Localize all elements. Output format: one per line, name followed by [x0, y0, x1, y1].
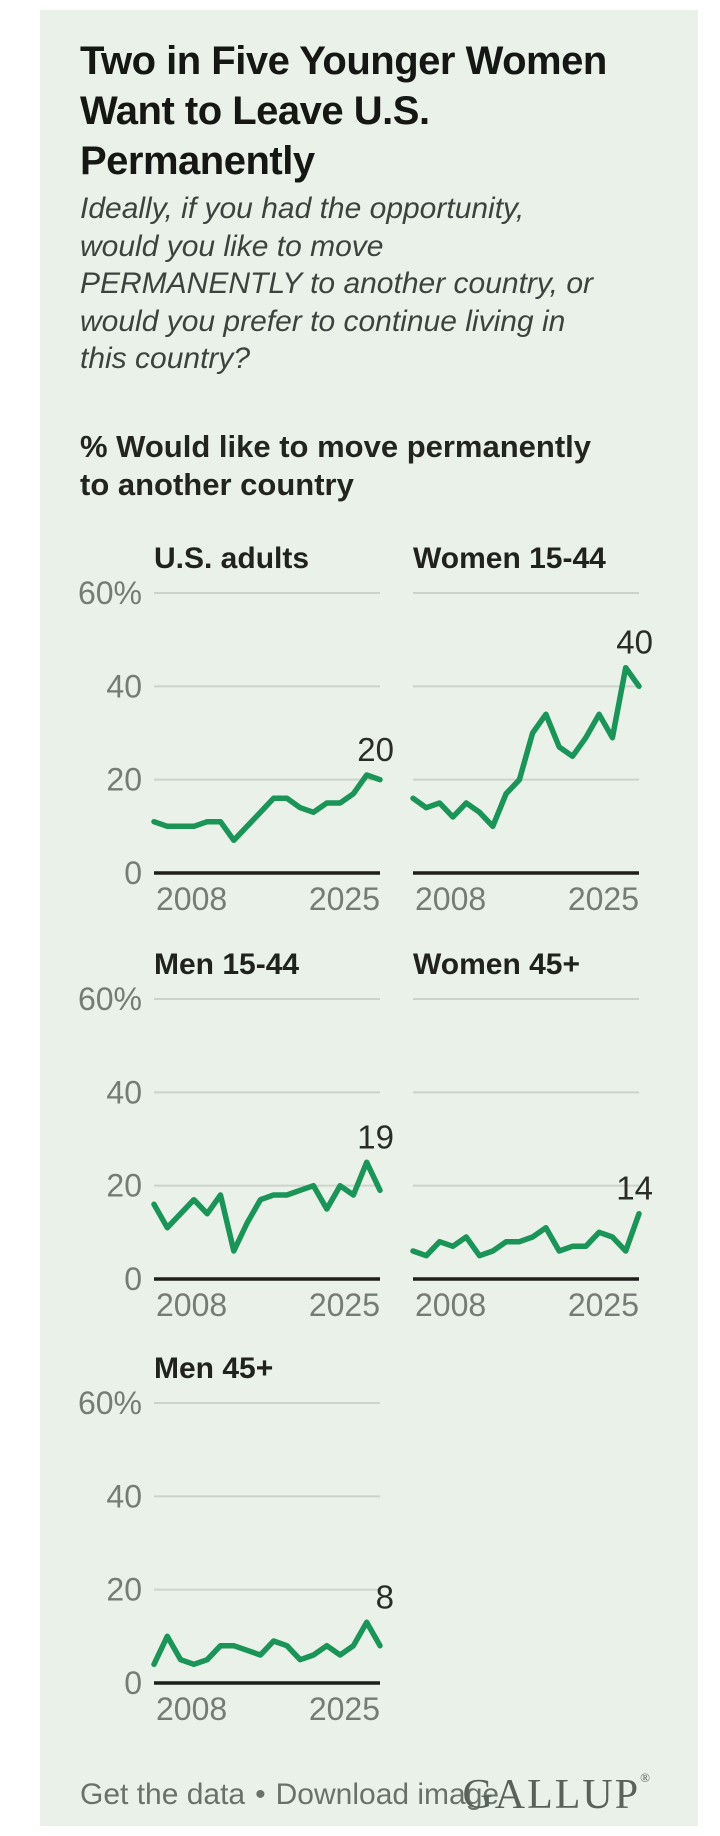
y-axis-label: 20 — [106, 762, 142, 798]
trend-line-men-15-44 — [151, 1159, 383, 1254]
page-title: Two in Five Younger Women Want to Leave … — [80, 39, 607, 183]
get-the-data-link[interactable]: Get the data — [80, 1778, 246, 1811]
y-axis-label: 60% — [78, 1385, 142, 1421]
chart-plot-men-45: 60% 40 20 0 2008 2025 8 — [78, 1385, 394, 1727]
x-axis-label-start: 2008 — [156, 1691, 227, 1727]
x-axis-label-start: 2008 — [156, 1287, 227, 1323]
end-value-label-u-s-adults: 20 — [357, 731, 394, 768]
chart-plot-men-15-44: 60% 40 20 0 2008 2025 19 — [78, 981, 394, 1323]
trend-line-women-15-44 — [410, 664, 642, 830]
chart-plot-women-45: 2008 2025 14 — [410, 998, 653, 1323]
trend-line-men-45 — [151, 1619, 383, 1668]
chart-plot-u-s-adults: 60% 40 20 0 2008 2025 20 — [78, 575, 394, 917]
trend-line-women-45 — [410, 1210, 642, 1259]
x-axis-label-end: 2025 — [309, 1691, 380, 1727]
x-axis-label-end: 2025 — [309, 881, 380, 917]
x-axis-label-end: 2025 — [568, 1287, 639, 1323]
end-value-label-men-15-44: 19 — [357, 1118, 394, 1155]
chart-women-15-44: Women 15-44 2008 2025 40 — [410, 541, 679, 933]
y-axis-label: 60% — [78, 981, 142, 1017]
end-value-label-men-45: 8 — [376, 1578, 394, 1615]
download-image-link[interactable]: Download image — [275, 1778, 500, 1811]
chart-title-women-45: Women 45+ — [413, 948, 581, 981]
y-axis-label: 40 — [106, 668, 142, 704]
x-axis-label-start: 2008 — [415, 881, 486, 917]
y-axis-label: 40 — [106, 1478, 142, 1514]
x-axis-label-start: 2008 — [415, 1287, 486, 1323]
trend-line-u-s-adults — [151, 772, 383, 844]
chart-title-men-45: Men 45+ — [154, 1352, 274, 1385]
chart-title-u-s-adults: U.S. adults — [154, 542, 310, 575]
x-axis-label-end: 2025 — [309, 1287, 380, 1323]
survey-question: Ideally, if you had the opportunity, wou… — [80, 192, 594, 375]
chart-men-15-44: Men 15-44 60% 40 20 0 2008 2025 19 — [40, 947, 420, 1339]
footer-links: Get the data • Download image — [80, 1778, 499, 1812]
chart-card: Two in Five Younger Women Want to Leave … — [40, 10, 698, 1826]
y-axis-label: 0 — [124, 855, 142, 891]
y-axis-label: 0 — [124, 1261, 142, 1297]
end-value-label-women-15-44: 40 — [616, 624, 653, 661]
y-axis-label: 0 — [124, 1665, 142, 1701]
y-axis-label: 20 — [106, 1168, 142, 1204]
chart-women-45: Women 45+ 2008 2025 14 — [410, 947, 679, 1339]
end-value-label-women-45: 14 — [616, 1170, 653, 1207]
x-axis-label-end: 2025 — [568, 881, 639, 917]
section-heading: % Would like to move permanently to anot… — [80, 429, 592, 502]
chart-title-women-15-44: Women 15-44 — [413, 542, 606, 575]
registered-mark: ® — [640, 1770, 650, 1785]
chart-title-men-15-44: Men 15-44 — [154, 948, 300, 981]
chart-men-45: Men 45+ 60% 40 20 0 2008 2025 8 — [40, 1351, 420, 1743]
y-axis-label: 40 — [106, 1074, 142, 1110]
chart-u-s-adults: U.S. adults 60% 40 20 0 2008 2025 20 — [40, 541, 420, 933]
y-axis-label: 20 — [106, 1572, 142, 1608]
bullet-separator: • — [255, 1778, 266, 1811]
chart-plot-women-15-44: 2008 2025 40 — [410, 592, 653, 917]
y-axis-label: 60% — [78, 575, 142, 611]
x-axis-label-start: 2008 — [156, 881, 227, 917]
gallup-logo: GALLUP® — [462, 1770, 650, 1818]
